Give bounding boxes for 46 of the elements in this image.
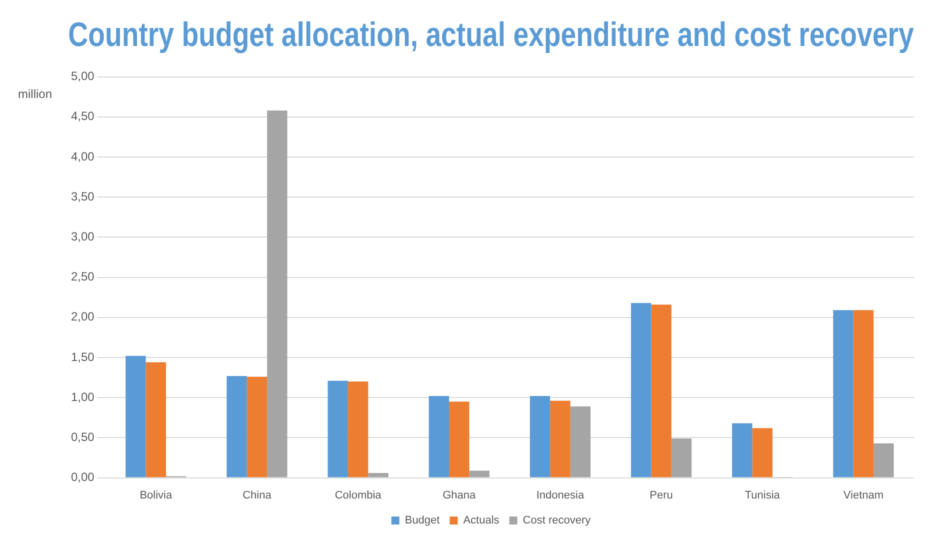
bar — [469, 470, 490, 478]
y-tick-label: 2,50 — [70, 270, 95, 284]
y-tick-label: 4,50 — [70, 109, 95, 124]
bar — [146, 362, 166, 478]
bar — [126, 356, 146, 478]
y-tick-label: 0,00 — [70, 470, 95, 484]
bar — [853, 310, 874, 478]
y-axis-title: million — [18, 87, 52, 102]
x-tick-label: Ghana — [442, 489, 477, 502]
y-tick-label: 5,00 — [70, 69, 95, 84]
x-tick-label: China — [242, 489, 272, 502]
legend-label: Cost recovery — [522, 514, 592, 527]
bar — [752, 428, 772, 478]
bar — [368, 472, 388, 478]
bar — [671, 438, 692, 478]
legend-label: Actuals — [463, 514, 500, 527]
bar — [550, 400, 570, 478]
bar — [267, 110, 288, 478]
bar — [226, 376, 247, 478]
bar — [732, 423, 752, 478]
bar — [328, 380, 348, 478]
bar — [570, 406, 591, 478]
bar — [833, 310, 854, 478]
bar — [348, 382, 368, 478]
x-tick-label: Vietnam — [843, 489, 884, 502]
bar — [530, 396, 550, 478]
y-tick-label: 3,00 — [70, 230, 95, 244]
y-tick-label: 3,50 — [70, 189, 95, 204]
x-tick-label: Colombia — [334, 489, 382, 502]
legend-label: Budget — [404, 514, 440, 527]
bar — [428, 396, 450, 478]
x-tick-label: Peru — [650, 489, 673, 502]
y-tick-label: 1,00 — [70, 390, 95, 404]
x-tick-label: Tunisia — [744, 489, 781, 502]
bar — [449, 402, 470, 478]
bar — [246, 376, 268, 478]
chart-title: Country budget allocation, actual expenditure and cost recovery — [68, 15, 915, 54]
y-tick-label: 2,00 — [70, 310, 95, 324]
y-tick-label: 1,50 — [70, 350, 95, 364]
bar — [874, 443, 894, 478]
x-tick-label: Indonesia — [536, 489, 585, 502]
x-tick-label: Bolivia — [140, 489, 173, 502]
bar — [651, 304, 672, 478]
y-tick-label: 4,00 — [70, 149, 95, 164]
bar — [630, 302, 652, 478]
y-tick-label: 0,50 — [70, 430, 95, 444]
